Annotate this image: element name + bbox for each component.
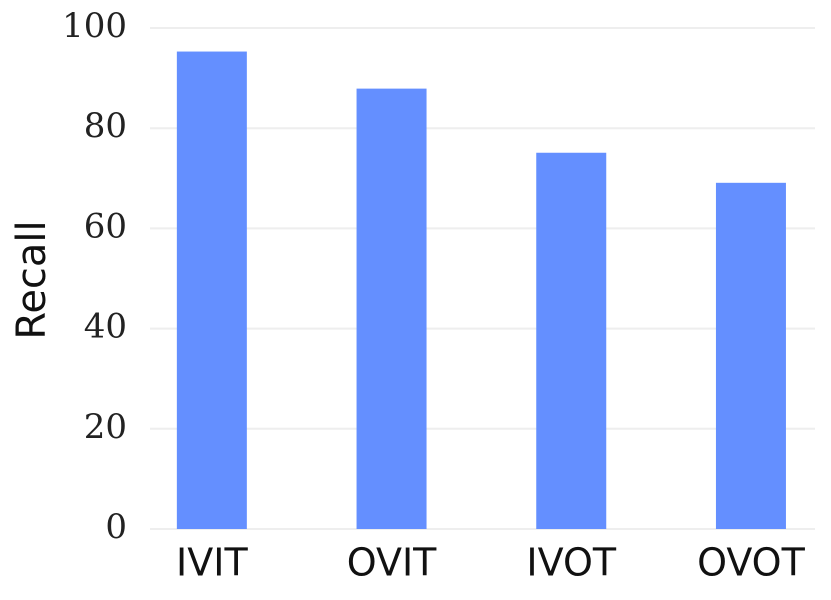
y-axis-label: Recall (9, 220, 55, 339)
x-tick-label: OVIT (347, 541, 437, 585)
y-tick-label: 40 (84, 307, 127, 347)
y-tick-label: 20 (84, 407, 127, 447)
x-tick-label: IVOT (526, 541, 616, 585)
bar (176, 51, 247, 530)
bar (356, 88, 427, 529)
x-tick-label: OVOT (697, 541, 805, 585)
y-tick-label: 0 (105, 507, 127, 547)
y-tick-label: 100 (62, 6, 127, 46)
y-tick-label: 60 (84, 206, 127, 246)
bar (715, 182, 786, 529)
bar (536, 152, 607, 529)
x-tick-label: IVIT (176, 541, 248, 585)
y-tick-label: 80 (84, 106, 127, 146)
